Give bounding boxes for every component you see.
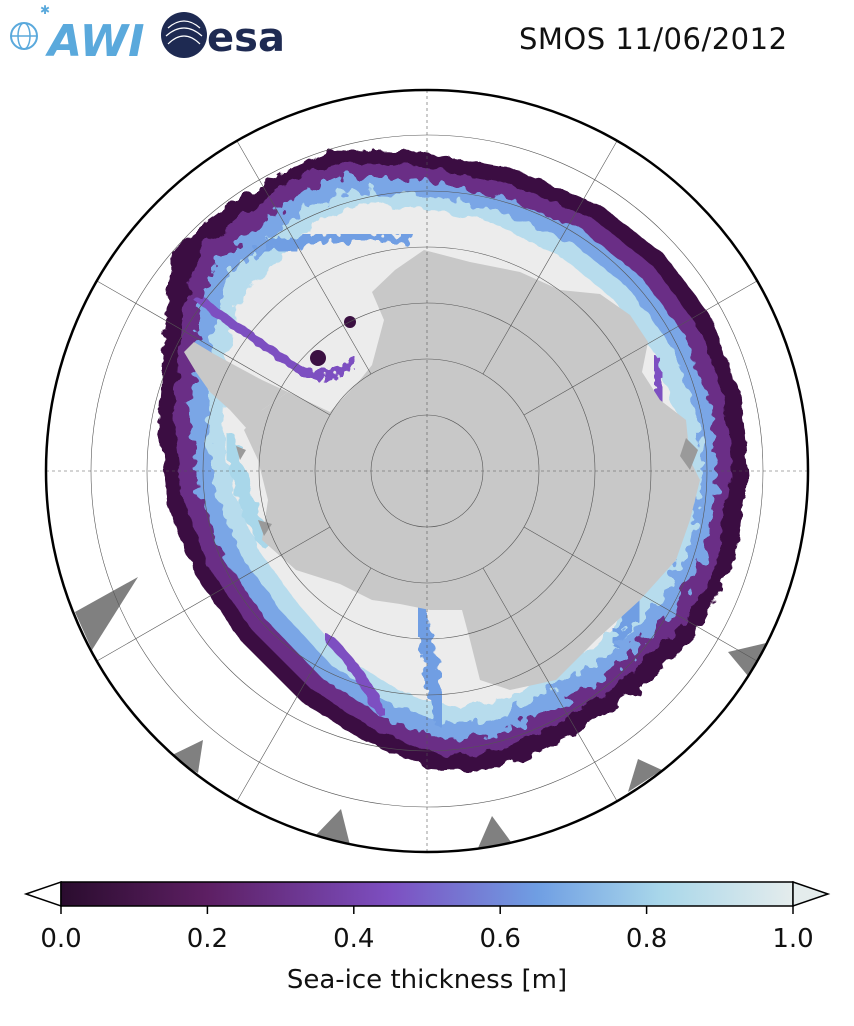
colorbar-tick-label: 0.2: [186, 924, 229, 954]
esa-logo: esa: [161, 12, 285, 61]
colorbar-gradient: [60, 881, 794, 907]
polar-map: [44, 88, 810, 854]
colorbar-tick-label: 0.0: [40, 924, 82, 954]
colorbar-ticks: [60, 906, 794, 914]
map-boundary: [44, 88, 810, 854]
logos: ✱ AWI esa: [10, 3, 285, 67]
svg-text:✱: ✱: [40, 3, 50, 17]
antarctica-land: [244, 250, 700, 690]
esa-logo-text: esa: [207, 15, 285, 61]
ice-leads: [195, 230, 667, 727]
colorbar-extend-low: [23, 880, 62, 908]
colorbar-extend-high: [792, 880, 831, 908]
map-title: SMOS 11/06/2012: [519, 22, 788, 56]
antarctic-peninsula: [184, 342, 288, 430]
colorbar-tick-label: 0.4: [333, 924, 375, 954]
awi-logo: ✱ AWI: [10, 3, 145, 67]
colorbar-label: Sea-ice thickness [m]: [286, 965, 568, 995]
missing-data-patches: [75, 577, 766, 848]
colorbar-tick-label: 0.6: [479, 924, 521, 954]
awi-logo-text: AWI: [45, 16, 145, 67]
colorbar-tick-label: 0.8: [625, 924, 668, 954]
colorbar-tick-label: 1.0: [772, 924, 814, 954]
ice-shelf-shadows: [236, 438, 698, 536]
meridians: [46, 90, 808, 852]
